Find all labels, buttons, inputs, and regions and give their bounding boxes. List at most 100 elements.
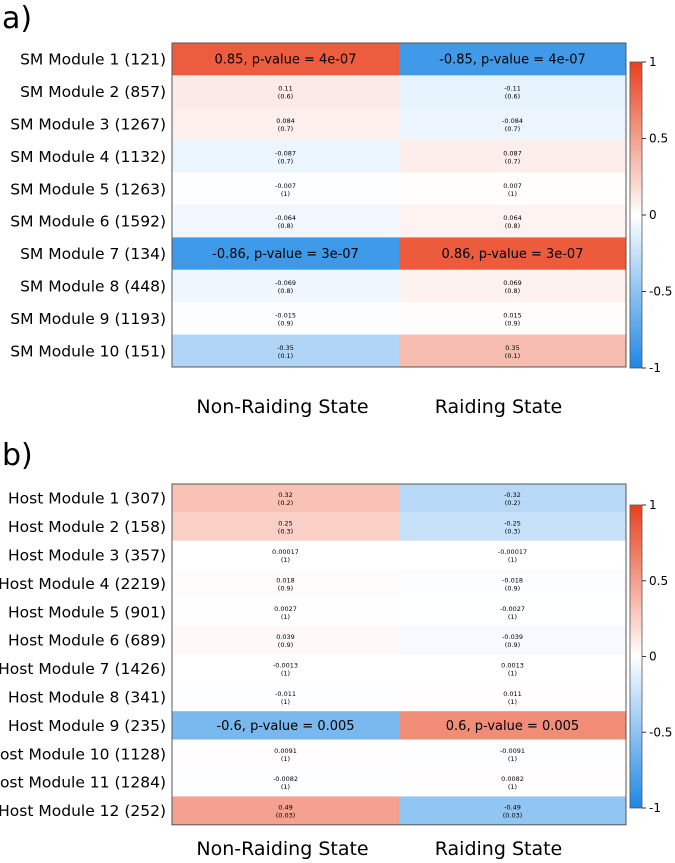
cell-correlation-label: 0.0027 xyxy=(274,605,297,613)
row-label: SM Module 6 (1592) xyxy=(10,213,166,231)
heatmap-cell xyxy=(172,512,399,541)
cell-pvalue-label: (0.2) xyxy=(278,499,293,507)
heatmap-cell xyxy=(172,140,399,173)
row-label: SM Module 5 (1263) xyxy=(10,180,166,198)
cell-correlation-label: 0.11 xyxy=(278,85,292,93)
heatmap-cell xyxy=(172,711,399,740)
cell-correlation-label: -0.25 xyxy=(504,520,521,528)
row-label: Host Module 3 (357) xyxy=(8,547,166,565)
cell-correlation-label: 0.011 xyxy=(503,690,522,698)
cell-pvalue-label: (1) xyxy=(508,670,517,678)
cell-correlation-label: -0.064 xyxy=(275,214,296,222)
cell-pvalue-label: (0.3) xyxy=(278,528,293,536)
cell-pvalue-label: (1) xyxy=(281,698,290,706)
colorbar-tick-label: 0 xyxy=(649,208,657,222)
cell-correlation-label: -0.018 xyxy=(502,576,523,584)
cell-pvalue-label: (0.1) xyxy=(278,352,293,360)
heatmap-border xyxy=(171,42,627,368)
panel-b: b)Host Module 1 (307) 0.32(0.2)-0.32(0.2)… xyxy=(0,438,672,860)
heatmap-cell xyxy=(172,237,399,270)
cell-correlation-label: -0.0091 xyxy=(500,747,525,755)
row-label: Host Module 10 (1128) xyxy=(0,745,166,763)
heatmap-cell xyxy=(172,75,399,108)
cell-correlation-label: -0.015 xyxy=(275,311,296,319)
heatmap-cell xyxy=(399,75,626,108)
heatmap-border xyxy=(171,483,627,826)
heatmap-cell xyxy=(172,43,399,76)
cell-value-label: 0.6, p-value = 0.005 xyxy=(446,719,579,734)
cell-correlation-label: 0.084 xyxy=(276,117,295,125)
heatmap-cell xyxy=(172,107,399,141)
cell-value-label: -0.86, p-value = 3e-07 xyxy=(212,247,359,262)
heatmap-cell xyxy=(399,172,626,205)
colorbar-tick-label: -1 xyxy=(649,801,661,815)
cell-correlation-label: 0.069 xyxy=(503,279,522,287)
row-label: Host Module 12 (252) xyxy=(0,802,166,820)
cell-pvalue-label: (0.9) xyxy=(505,319,520,327)
cell-pvalue-label: (1) xyxy=(508,698,517,706)
cell-pvalue-label: (0.8) xyxy=(278,222,293,230)
heatmap-cell xyxy=(172,597,399,626)
cell-value-label: 0.85, p-value = 4e-07 xyxy=(215,53,357,68)
row-label: Host Module 9 (235) xyxy=(8,717,166,735)
heatmap-cell xyxy=(399,140,626,173)
row-label: SM Module 7 (134) xyxy=(20,245,166,263)
colorbar-tick-label: -0.5 xyxy=(649,725,672,739)
row-label: SM Module 9 (1193) xyxy=(10,310,166,328)
cell-correlation-label: 0.039 xyxy=(276,633,295,641)
heatmap-cell xyxy=(172,484,399,513)
cell-pvalue-label: (0.8) xyxy=(505,287,520,295)
heatmap-cell xyxy=(172,205,399,238)
cell-pvalue-label: (1) xyxy=(281,556,290,564)
colorbar-tick-label: 0.5 xyxy=(649,132,668,146)
heatmap-cell xyxy=(399,107,626,141)
heatmap-cell xyxy=(172,302,399,335)
cell-correlation-label: -0.49 xyxy=(504,804,521,812)
cell-pvalue-label: (1) xyxy=(281,783,290,791)
cell-correlation-label: 0.25 xyxy=(278,520,292,528)
heatmap-cell xyxy=(172,682,399,712)
cell-correlation-label: 0.0091 xyxy=(274,747,297,755)
cell-correlation-label: -0.35 xyxy=(277,344,294,352)
heatmap-cell xyxy=(399,540,626,570)
cell-pvalue-label: (0.9) xyxy=(505,584,520,592)
cell-correlation-label: 0.00017 xyxy=(272,548,299,556)
cell-pvalue-label: (1) xyxy=(508,755,517,763)
heatmap-cell xyxy=(172,626,399,655)
cell-value-label: -0.85, p-value = 4e-07 xyxy=(439,53,586,68)
colorbar xyxy=(629,504,643,809)
row-label: SM Module 3 (1267) xyxy=(10,116,166,134)
cell-pvalue-label: (0.6) xyxy=(278,93,293,101)
row-label: SM Module 1 (121) xyxy=(20,51,166,69)
cell-pvalue-label: (0.03) xyxy=(503,812,523,820)
row-label: Host Module 5 (901) xyxy=(8,603,166,621)
heatmap-cell xyxy=(399,739,626,768)
heatmap-cell xyxy=(399,484,626,513)
row-label: Host Module 2 (158) xyxy=(8,518,166,536)
cell-correlation-label: 0.0013 xyxy=(501,662,524,670)
heatmap-cell xyxy=(399,654,626,683)
heatmap-cell xyxy=(399,302,626,335)
heatmap-cell xyxy=(172,269,399,303)
row-label: SM Module 8 (448) xyxy=(20,278,166,296)
heatmap-cell xyxy=(172,796,399,825)
cell-value-label: 0.86, p-value = 3e-07 xyxy=(442,247,584,262)
heatmap-cell xyxy=(399,682,626,712)
column-label: Non-Raiding State xyxy=(196,838,368,860)
heatmap-cell xyxy=(399,269,626,303)
cell-correlation-label: 0.087 xyxy=(503,149,522,157)
cell-pvalue-label: (0.3) xyxy=(505,528,520,536)
cell-pvalue-label: (0.2) xyxy=(505,499,520,507)
cell-correlation-label: -0.32 xyxy=(504,491,521,499)
heatmap-cell xyxy=(399,205,626,238)
cell-correlation-label: -0.0027 xyxy=(500,605,525,613)
heatmap-cell xyxy=(172,654,399,683)
heatmap-cell xyxy=(399,512,626,541)
colorbar-tick-label: 1 xyxy=(649,55,657,69)
heatmap-cell xyxy=(172,172,399,205)
colorbar-tick-label: 0.5 xyxy=(649,574,668,588)
colorbar-tick-label: -0.5 xyxy=(649,285,672,299)
cell-correlation-label: -0.007 xyxy=(275,182,296,190)
cell-correlation-label: -0.0082 xyxy=(273,775,298,783)
